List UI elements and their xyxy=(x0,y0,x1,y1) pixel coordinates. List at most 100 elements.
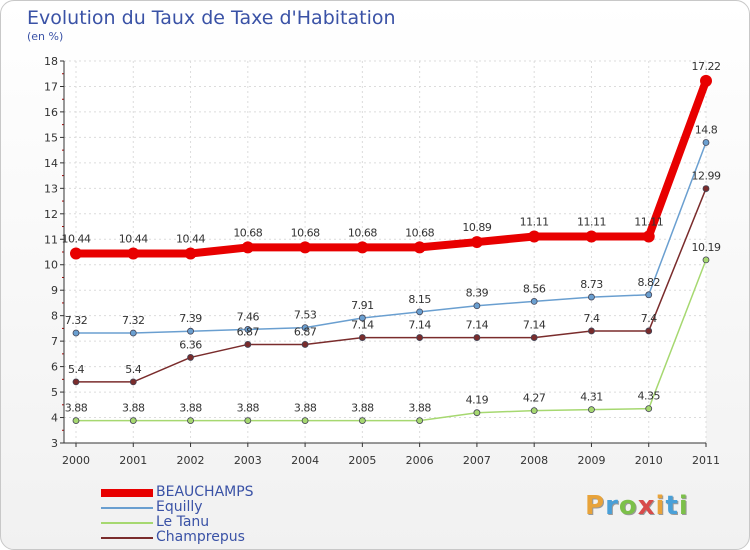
data-label: 6.87 xyxy=(294,325,317,338)
data-label: 12.99 xyxy=(692,170,721,183)
legend-swatch xyxy=(101,507,153,509)
data-label: 6.36 xyxy=(179,338,202,351)
data-point xyxy=(473,409,481,417)
y-tick-label: 16 xyxy=(44,106,58,119)
data-point xyxy=(530,298,538,305)
data-label: 10.44 xyxy=(119,233,148,246)
x-tick-label: 2010 xyxy=(635,454,663,467)
data-label: 3.88 xyxy=(122,402,145,415)
y-tick-label: 15 xyxy=(44,131,58,144)
data-point xyxy=(530,407,538,415)
data-point xyxy=(358,314,366,322)
data-point xyxy=(301,341,309,348)
data-label: 17.22 xyxy=(692,60,721,73)
data-label: 8.73 xyxy=(580,278,603,291)
x-tick-label: 2005 xyxy=(348,454,376,467)
data-point xyxy=(530,334,538,341)
data-point xyxy=(642,230,655,243)
data-point xyxy=(416,417,424,424)
data-label: 7.14 xyxy=(523,319,546,332)
data-point xyxy=(72,417,80,424)
y-tick-label: 18 xyxy=(44,55,58,68)
data-point xyxy=(528,230,541,243)
data-label: 4.27 xyxy=(523,392,546,405)
data-point xyxy=(588,293,595,301)
y-tick-label: 5 xyxy=(51,386,58,399)
data-point xyxy=(702,139,710,146)
y-tick-label: 13 xyxy=(44,182,58,195)
data-label: 8.15 xyxy=(408,293,431,306)
data-label: 5.4 xyxy=(125,363,141,376)
data-point xyxy=(244,417,252,424)
data-point xyxy=(473,302,481,310)
data-label: 11.11 xyxy=(520,215,549,228)
data-label: 7.91 xyxy=(351,299,374,312)
data-label: 7.32 xyxy=(65,314,88,327)
x-tick-label: 2006 xyxy=(406,454,434,467)
data-point xyxy=(244,326,252,333)
series-line-champrepus xyxy=(75,187,707,383)
data-point xyxy=(129,378,137,386)
logo-letter: t xyxy=(665,491,679,521)
data-point xyxy=(187,327,194,335)
data-point xyxy=(70,247,82,260)
data-point xyxy=(473,334,481,341)
data-label: 3.88 xyxy=(237,402,260,415)
data-point xyxy=(702,256,710,264)
logo-letter: P xyxy=(585,491,606,521)
data-label: 7.14 xyxy=(408,319,431,332)
y-tick-label: 4 xyxy=(51,412,58,425)
data-point xyxy=(187,417,194,424)
data-label: 7.4 xyxy=(583,312,599,325)
proxiti-logo: Proxiti xyxy=(585,491,689,521)
data-point xyxy=(184,247,197,260)
y-tick-label: 14 xyxy=(44,157,58,170)
y-tick-label: 8 xyxy=(51,310,58,323)
data-point xyxy=(241,241,254,254)
data-label: 10.44 xyxy=(62,233,91,246)
logo-letter: x xyxy=(637,491,656,521)
series-line-le-tanu xyxy=(75,259,707,422)
data-point xyxy=(301,324,309,332)
data-point xyxy=(129,329,137,337)
data-label: 10.19 xyxy=(692,241,721,254)
data-label: 8.39 xyxy=(466,287,489,300)
data-label: 7.39 xyxy=(179,312,202,325)
x-tick-label: 2004 xyxy=(291,454,319,467)
data-point xyxy=(416,334,424,341)
x-tick-label: 2009 xyxy=(577,454,605,467)
data-point xyxy=(700,74,712,87)
y-tick-label: 17 xyxy=(44,80,58,93)
chart-title: Evolution du Taux de Taxe d'Habitation xyxy=(27,7,396,29)
logo-letter: i xyxy=(655,491,666,521)
data-point xyxy=(299,241,312,254)
data-label: 3.88 xyxy=(351,402,374,415)
data-label: 3.88 xyxy=(294,402,317,415)
data-label: 4.19 xyxy=(466,394,489,407)
x-tick-label: 2002 xyxy=(177,454,205,467)
data-label: 3.88 xyxy=(179,402,202,415)
data-point xyxy=(413,241,426,254)
data-point xyxy=(588,327,595,335)
y-tick-label: 3 xyxy=(51,437,58,450)
x-tick-label: 2008 xyxy=(520,454,548,467)
data-point xyxy=(187,354,194,361)
legend-label: Le Tanu xyxy=(156,514,210,530)
data-label: 7.4 xyxy=(641,312,657,325)
data-label: 3.88 xyxy=(408,402,431,415)
x-tick-label: 2003 xyxy=(234,454,262,467)
y-tick-label: 10 xyxy=(44,259,58,272)
data-point xyxy=(645,327,653,335)
legend-label: Equilly xyxy=(156,499,203,515)
x-tick-label: 2001 xyxy=(119,454,147,467)
data-point xyxy=(585,230,598,243)
data-label: 10.68 xyxy=(405,226,434,239)
data-label: 7.53 xyxy=(294,309,317,322)
data-point xyxy=(358,417,366,424)
data-label: 7.14 xyxy=(466,319,489,332)
y-tick-label: 6 xyxy=(51,361,58,374)
data-label: 7.14 xyxy=(351,319,374,332)
data-point xyxy=(244,341,252,348)
data-point xyxy=(588,406,595,414)
